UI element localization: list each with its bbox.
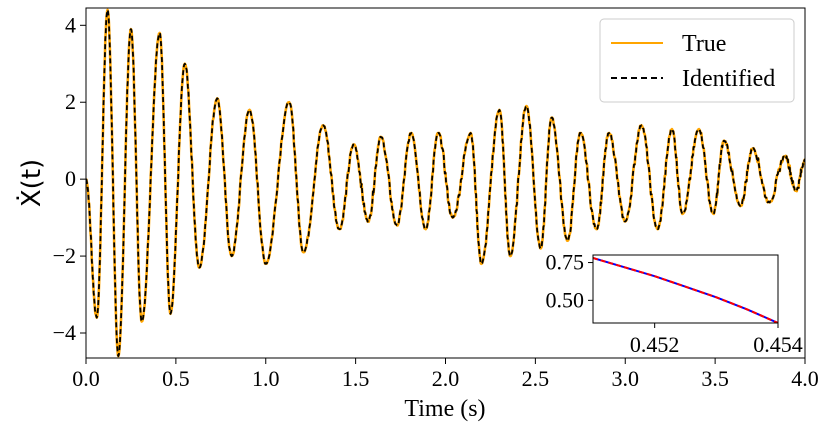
y-tick-label: 4	[65, 12, 76, 37]
inset-x-axis: 0.452 0.454	[630, 323, 803, 357]
y-axis: 4 2 0 −2 −4	[53, 12, 86, 345]
inset-x-tick-label: 0.454	[753, 332, 803, 357]
inset-frame	[592, 254, 779, 324]
inset-y-axis: 0.75 0.50	[546, 250, 593, 312]
x-tick-label: 0.0	[72, 366, 100, 391]
inset-y-tick-label: 0.75	[546, 250, 585, 275]
y-tick-label: 2	[65, 89, 76, 114]
legend-box	[599, 18, 795, 103]
x-tick-label: 3.0	[612, 366, 640, 391]
x-tick-label: 0.5	[162, 366, 190, 391]
inset-series-layer	[593, 257, 778, 323]
legend: True Identified	[599, 18, 795, 103]
x-tick-label: 1.5	[342, 366, 370, 391]
x-tick-label: 3.5	[701, 366, 729, 391]
y-axis-label: Ẋ(t)	[15, 159, 47, 207]
x-tick-label: 2.5	[522, 366, 550, 391]
inset-series-line-1	[593, 257, 778, 323]
y-tick-label: −2	[53, 243, 76, 268]
inset-x-tick-label: 0.452	[630, 332, 680, 357]
x-tick-label: 1.0	[252, 366, 280, 391]
x-tick-label: 2.0	[432, 366, 460, 391]
inset-plot: 0.452 0.454 0.75 0.50	[546, 250, 803, 357]
x-tick-label: 4.0	[791, 366, 819, 391]
y-tick-label: −4	[53, 320, 76, 345]
x-axis: 0.0 0.5 1.0 1.5 2.0 2.5 3.0 3.5 4.0	[72, 358, 819, 391]
series-layer	[86, 8, 805, 358]
legend-label-identified: Identified	[682, 66, 775, 92]
legend-label-true: True	[682, 31, 726, 57]
series-line-identified	[86, 9, 805, 357]
x-axis-label: Time (s)	[404, 396, 485, 422]
inset-y-tick-label: 0.50	[546, 287, 585, 312]
y-tick-label: 0	[65, 166, 76, 191]
